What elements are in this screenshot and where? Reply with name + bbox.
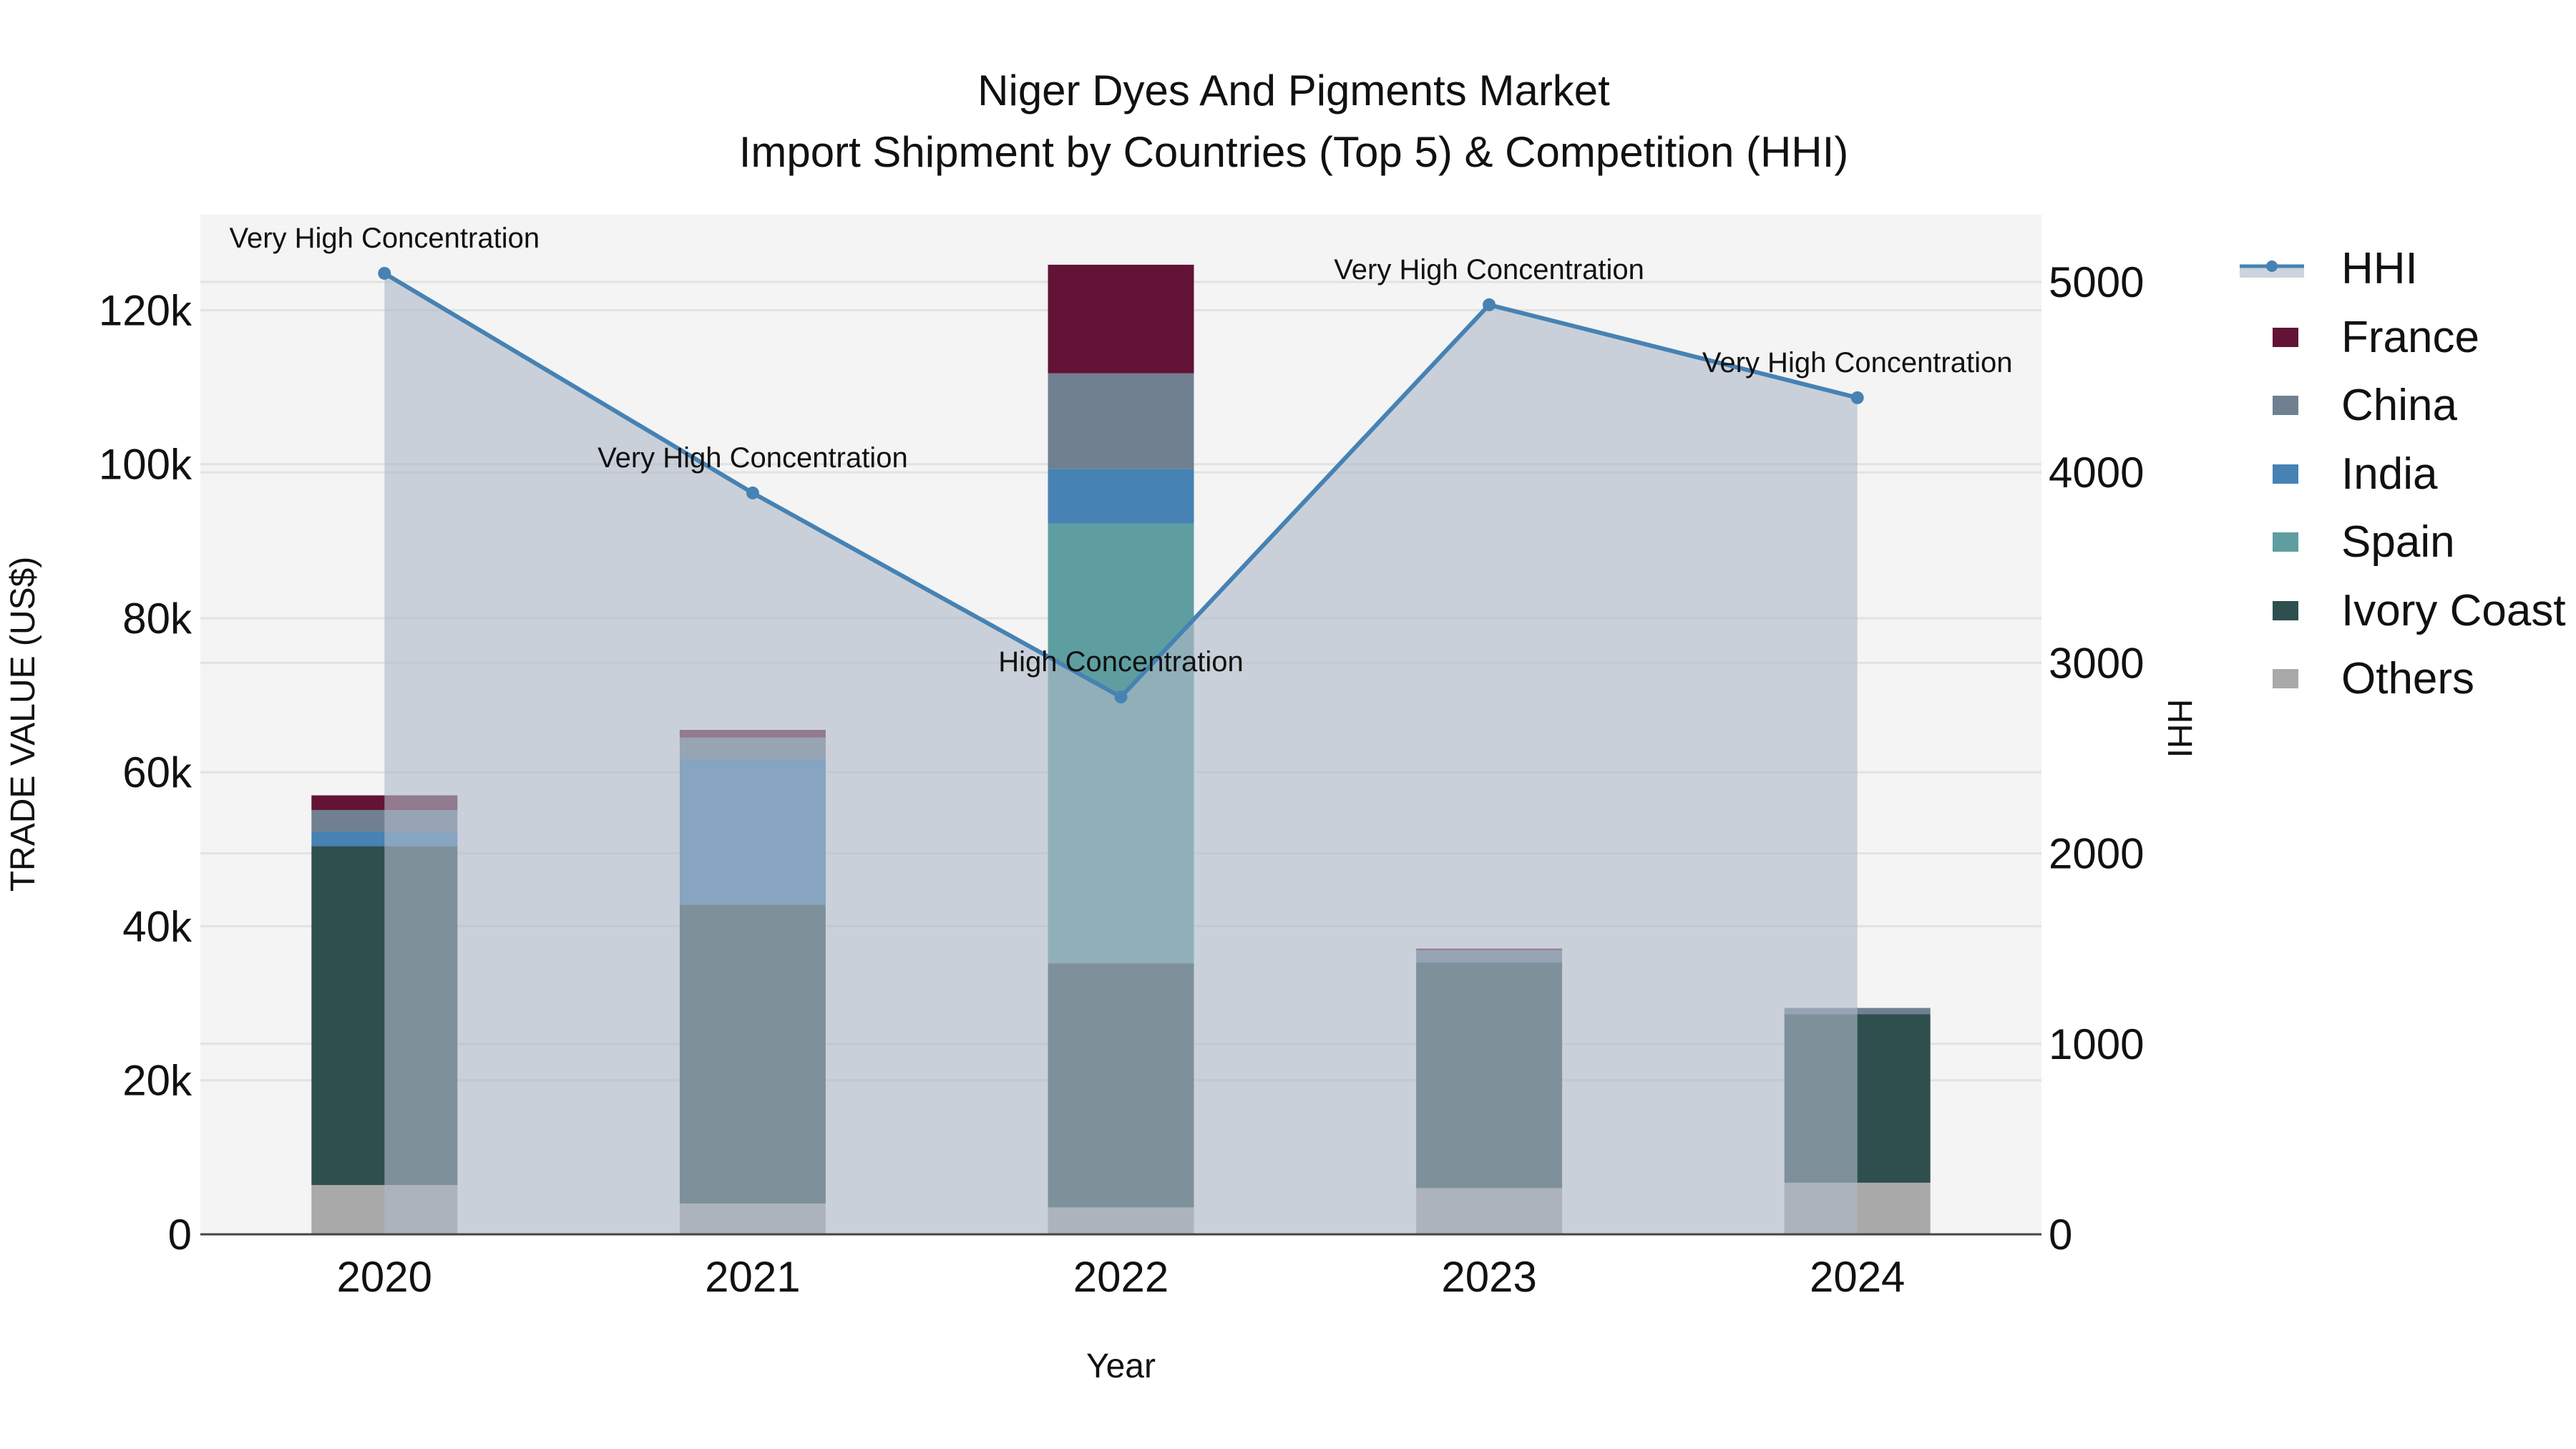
y2-tick-label: 5000 [2049, 258, 2144, 306]
legend-label: HHI [2341, 244, 2418, 294]
y-axis-title: TRADE VALUE (US$) [4, 557, 42, 892]
y2-tick-label: 2000 [2049, 830, 2144, 878]
bar-segment-china-2022[interactable] [1048, 373, 1194, 469]
legend-label: Ivory Coast [2341, 585, 2566, 635]
y2-tick-label: 1000 [2049, 1020, 2144, 1068]
y-tick-label: 100k [99, 441, 192, 489]
legend-label: Others [2341, 654, 2475, 704]
x-tick-label: 2023 [1441, 1253, 1536, 1301]
x-tick-label: 2021 [705, 1253, 800, 1301]
hhi-annotation: Very High Concentration [1702, 347, 2013, 379]
legend-label: Spain [2341, 517, 2455, 567]
y-tick-label: 120k [99, 286, 192, 334]
color-swatch-icon [2273, 396, 2298, 416]
bar-segment-france-2022[interactable] [1048, 264, 1194, 374]
color-swatch-icon [2273, 464, 2298, 484]
y-tick-label: 80k [122, 595, 192, 643]
hhi-annotation: High Concentration [998, 646, 1243, 678]
hhi-annotation: Very High Concentration [1334, 254, 1644, 286]
x-tick-label: 2022 [1073, 1253, 1169, 1301]
y2-tick-label: 4000 [2049, 449, 2144, 497]
legend-label: India [2341, 449, 2438, 499]
y2-tick-label: 3000 [2049, 639, 2144, 687]
hhi-marker-2023[interactable] [1483, 298, 1496, 311]
chart-subtitle: Import Shipment by Countries (Top 5) & C… [738, 128, 1849, 176]
x-tick-label: 2024 [1810, 1253, 1905, 1301]
hhi-marker-2024[interactable] [1850, 391, 1864, 404]
y2-tick-label: 0 [2049, 1211, 2072, 1259]
color-swatch-icon [2273, 600, 2298, 620]
hhi-marker-2020[interactable] [378, 266, 391, 280]
x-axis-title: Year [1086, 1347, 1156, 1385]
hhi-marker-2022[interactable] [1114, 691, 1128, 704]
line-marker-icon [2240, 260, 2304, 278]
bar-segment-india-2022[interactable] [1048, 469, 1194, 524]
y-tick-label: 0 [168, 1211, 192, 1259]
legend-label: France [2341, 312, 2479, 362]
y-tick-label: 20k [122, 1057, 192, 1105]
hhi-area [384, 273, 1858, 1234]
hhi-annotation: Very High Concentration [230, 223, 540, 254]
color-swatch-icon [2273, 532, 2298, 552]
y2-axis-title: HHI [2160, 699, 2198, 758]
color-swatch-icon [2273, 669, 2298, 689]
color-swatch-icon [2273, 327, 2298, 347]
chart-title: Niger Dyes And Pigments Market [977, 67, 1610, 114]
hhi-marker-2021[interactable] [746, 486, 759, 499]
y-tick-label: 40k [122, 902, 192, 950]
legend-label: China [2341, 381, 2457, 431]
y-tick-label: 60k [122, 748, 192, 796]
x-tick-label: 2020 [337, 1253, 432, 1301]
hhi-annotation: Very High Concentration [597, 442, 908, 474]
